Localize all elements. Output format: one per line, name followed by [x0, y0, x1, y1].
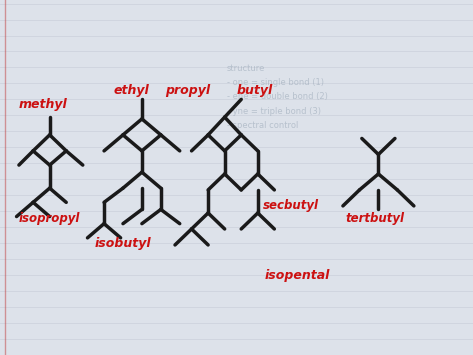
- Text: structure: structure: [227, 64, 265, 73]
- Text: tertbutyl: tertbutyl: [345, 212, 404, 225]
- Text: - ene = double bond (2): - ene = double bond (2): [227, 92, 328, 102]
- Text: isopropyl: isopropyl: [19, 212, 80, 225]
- Text: - one = single bond (1): - one = single bond (1): [227, 78, 324, 87]
- Text: propyl: propyl: [166, 84, 210, 97]
- Text: ethyl: ethyl: [114, 84, 149, 97]
- Text: - yne = triple bond (3): - yne = triple bond (3): [227, 106, 321, 116]
- Text: methyl: methyl: [19, 98, 68, 111]
- Text: isobutyl: isobutyl: [95, 237, 151, 250]
- Text: isopental: isopental: [265, 269, 330, 282]
- Text: butyl: butyl: [236, 84, 273, 97]
- Text: - spectral control: - spectral control: [227, 121, 298, 130]
- Text: secbutyl: secbutyl: [263, 200, 318, 212]
